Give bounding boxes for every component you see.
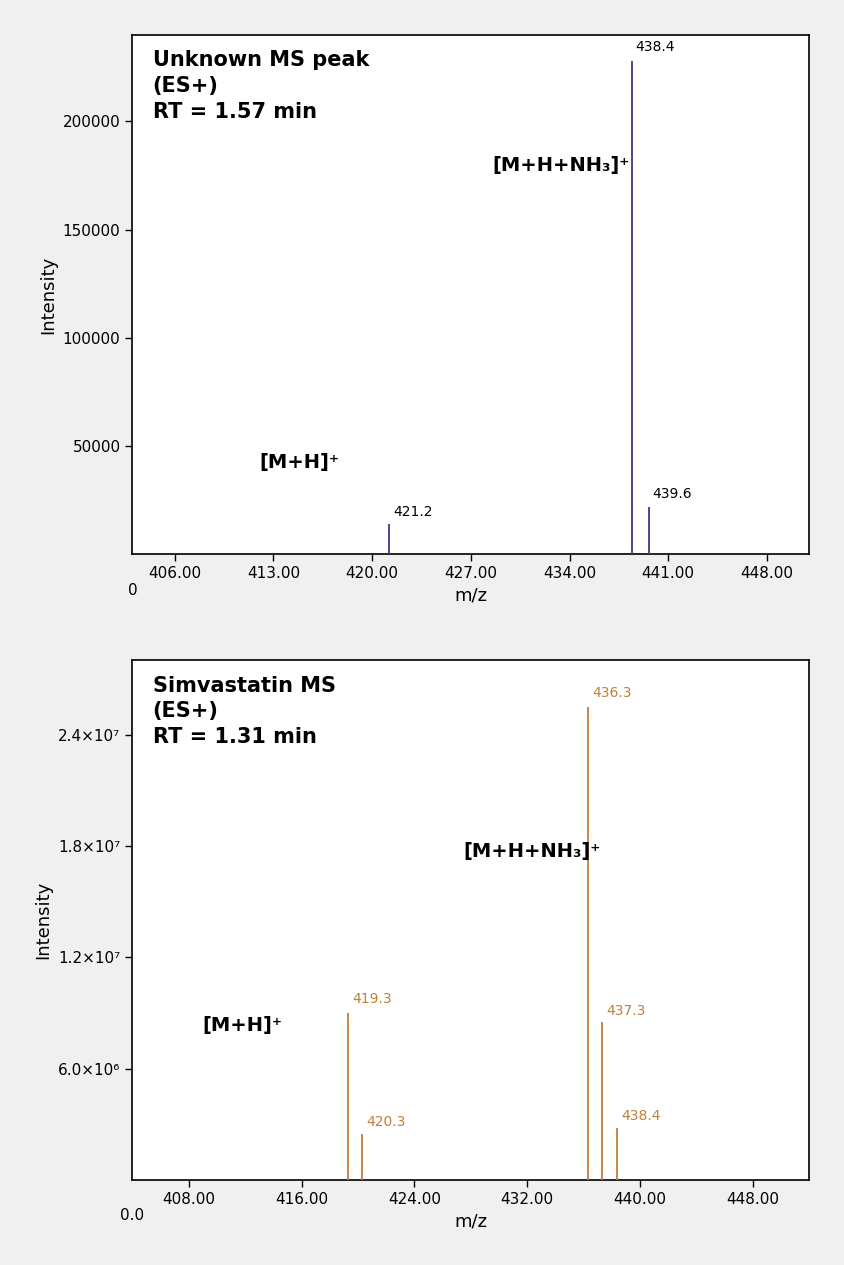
Text: 437.3: 437.3 xyxy=(606,1003,646,1017)
Y-axis label: Intensity: Intensity xyxy=(35,880,52,959)
X-axis label: m/z: m/z xyxy=(454,1212,487,1231)
Text: 438.4: 438.4 xyxy=(636,40,675,54)
Text: 419.3: 419.3 xyxy=(352,993,392,1007)
Text: 0.0: 0.0 xyxy=(121,1208,144,1223)
Text: 438.4: 438.4 xyxy=(622,1109,661,1123)
Text: 0: 0 xyxy=(127,583,137,598)
Y-axis label: Intensity: Intensity xyxy=(39,256,57,334)
X-axis label: m/z: m/z xyxy=(454,587,487,605)
Text: [M+H]⁺: [M+H]⁺ xyxy=(259,453,339,472)
Text: [M+H]⁺: [M+H]⁺ xyxy=(203,1016,283,1035)
Text: 439.6: 439.6 xyxy=(652,487,692,501)
Text: Unknown MS peak
(ES+)
RT = 1.57 min: Unknown MS peak (ES+) RT = 1.57 min xyxy=(153,51,369,121)
Text: [M+H+NH₃]⁺: [M+H+NH₃]⁺ xyxy=(463,841,601,860)
Text: [M+H+NH₃]⁺: [M+H+NH₃]⁺ xyxy=(492,157,630,176)
Text: 421.2: 421.2 xyxy=(393,505,433,519)
Text: 420.3: 420.3 xyxy=(366,1114,406,1128)
Text: 436.3: 436.3 xyxy=(592,686,631,701)
Text: Simvastatin MS
(ES+)
RT = 1.31 min: Simvastatin MS (ES+) RT = 1.31 min xyxy=(153,676,336,748)
